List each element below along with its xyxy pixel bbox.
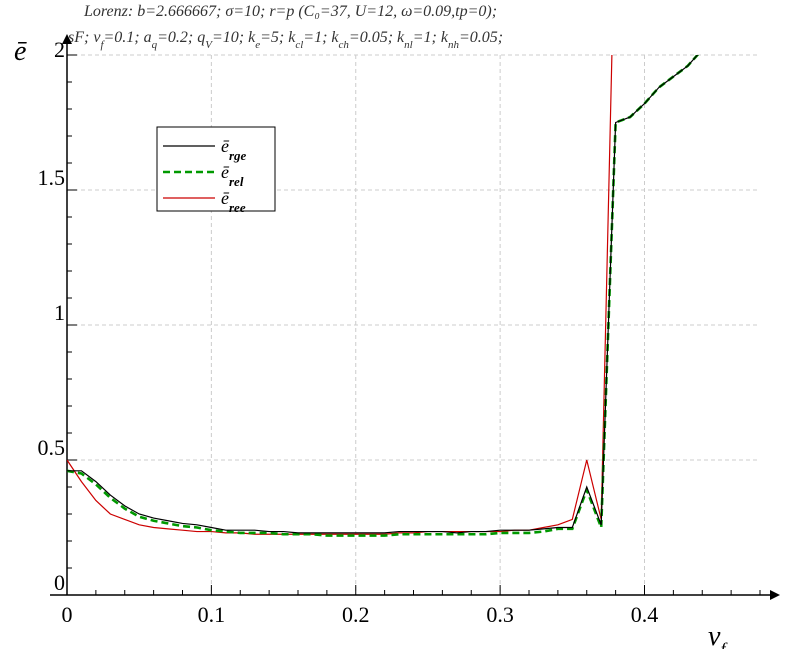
axes [50, 34, 780, 600]
y-tick-label: 1.5 [38, 165, 66, 190]
x-tick-label: 0.3 [486, 602, 514, 627]
legend-label-1: ērel [221, 162, 244, 189]
x-tick-label: 0.1 [198, 602, 226, 627]
series-line-1 [67, 55, 700, 537]
x-tick-label: 0 [62, 602, 73, 627]
chart-title-line-1: Lorenz: b=2.666667; σ=10; r=p (C₀=37, U=… [83, 3, 497, 20]
chart-title-line-2: sF; vf=0.1; aq=0.2; qV=10; ke=5; kcl=1; … [68, 29, 503, 51]
grid [67, 54, 760, 595]
data-series [67, 55, 700, 537]
chart-title: Lorenz: b=2.666667; σ=10; r=p (C₀=37, U=… [68, 3, 503, 51]
y-axis-arrow [62, 34, 72, 44]
y-tick-label: 0.5 [38, 435, 66, 460]
y-tick-label: 1 [54, 300, 65, 325]
series-line-0 [67, 55, 699, 534]
x-axis-label: vf [708, 621, 728, 649]
y-tick-label: 0 [54, 570, 65, 595]
legend-box [156, 126, 276, 212]
y-axis-label: ē [14, 36, 27, 67]
series-line-2 [67, 55, 613, 535]
y-tick-label: 2 [54, 37, 65, 62]
legend-label-2: ēree [221, 188, 246, 215]
x-tick-label: 0.4 [631, 602, 659, 627]
x-tick-label: 0.2 [342, 602, 370, 627]
x-axis-arrow [770, 590, 780, 600]
tick-labels: 0 0.1 0.2 0.3 0.4 0 0.5 1 1.5 2 [38, 37, 659, 627]
legend-label-0: ērge [221, 136, 247, 163]
